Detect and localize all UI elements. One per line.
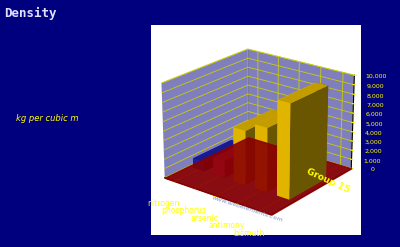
Text: Group 15: Group 15 — [305, 167, 351, 195]
Text: kg per cubic m: kg per cubic m — [16, 114, 78, 123]
Text: Density: Density — [4, 7, 56, 21]
Text: www.webelements.com: www.webelements.com — [212, 196, 284, 223]
